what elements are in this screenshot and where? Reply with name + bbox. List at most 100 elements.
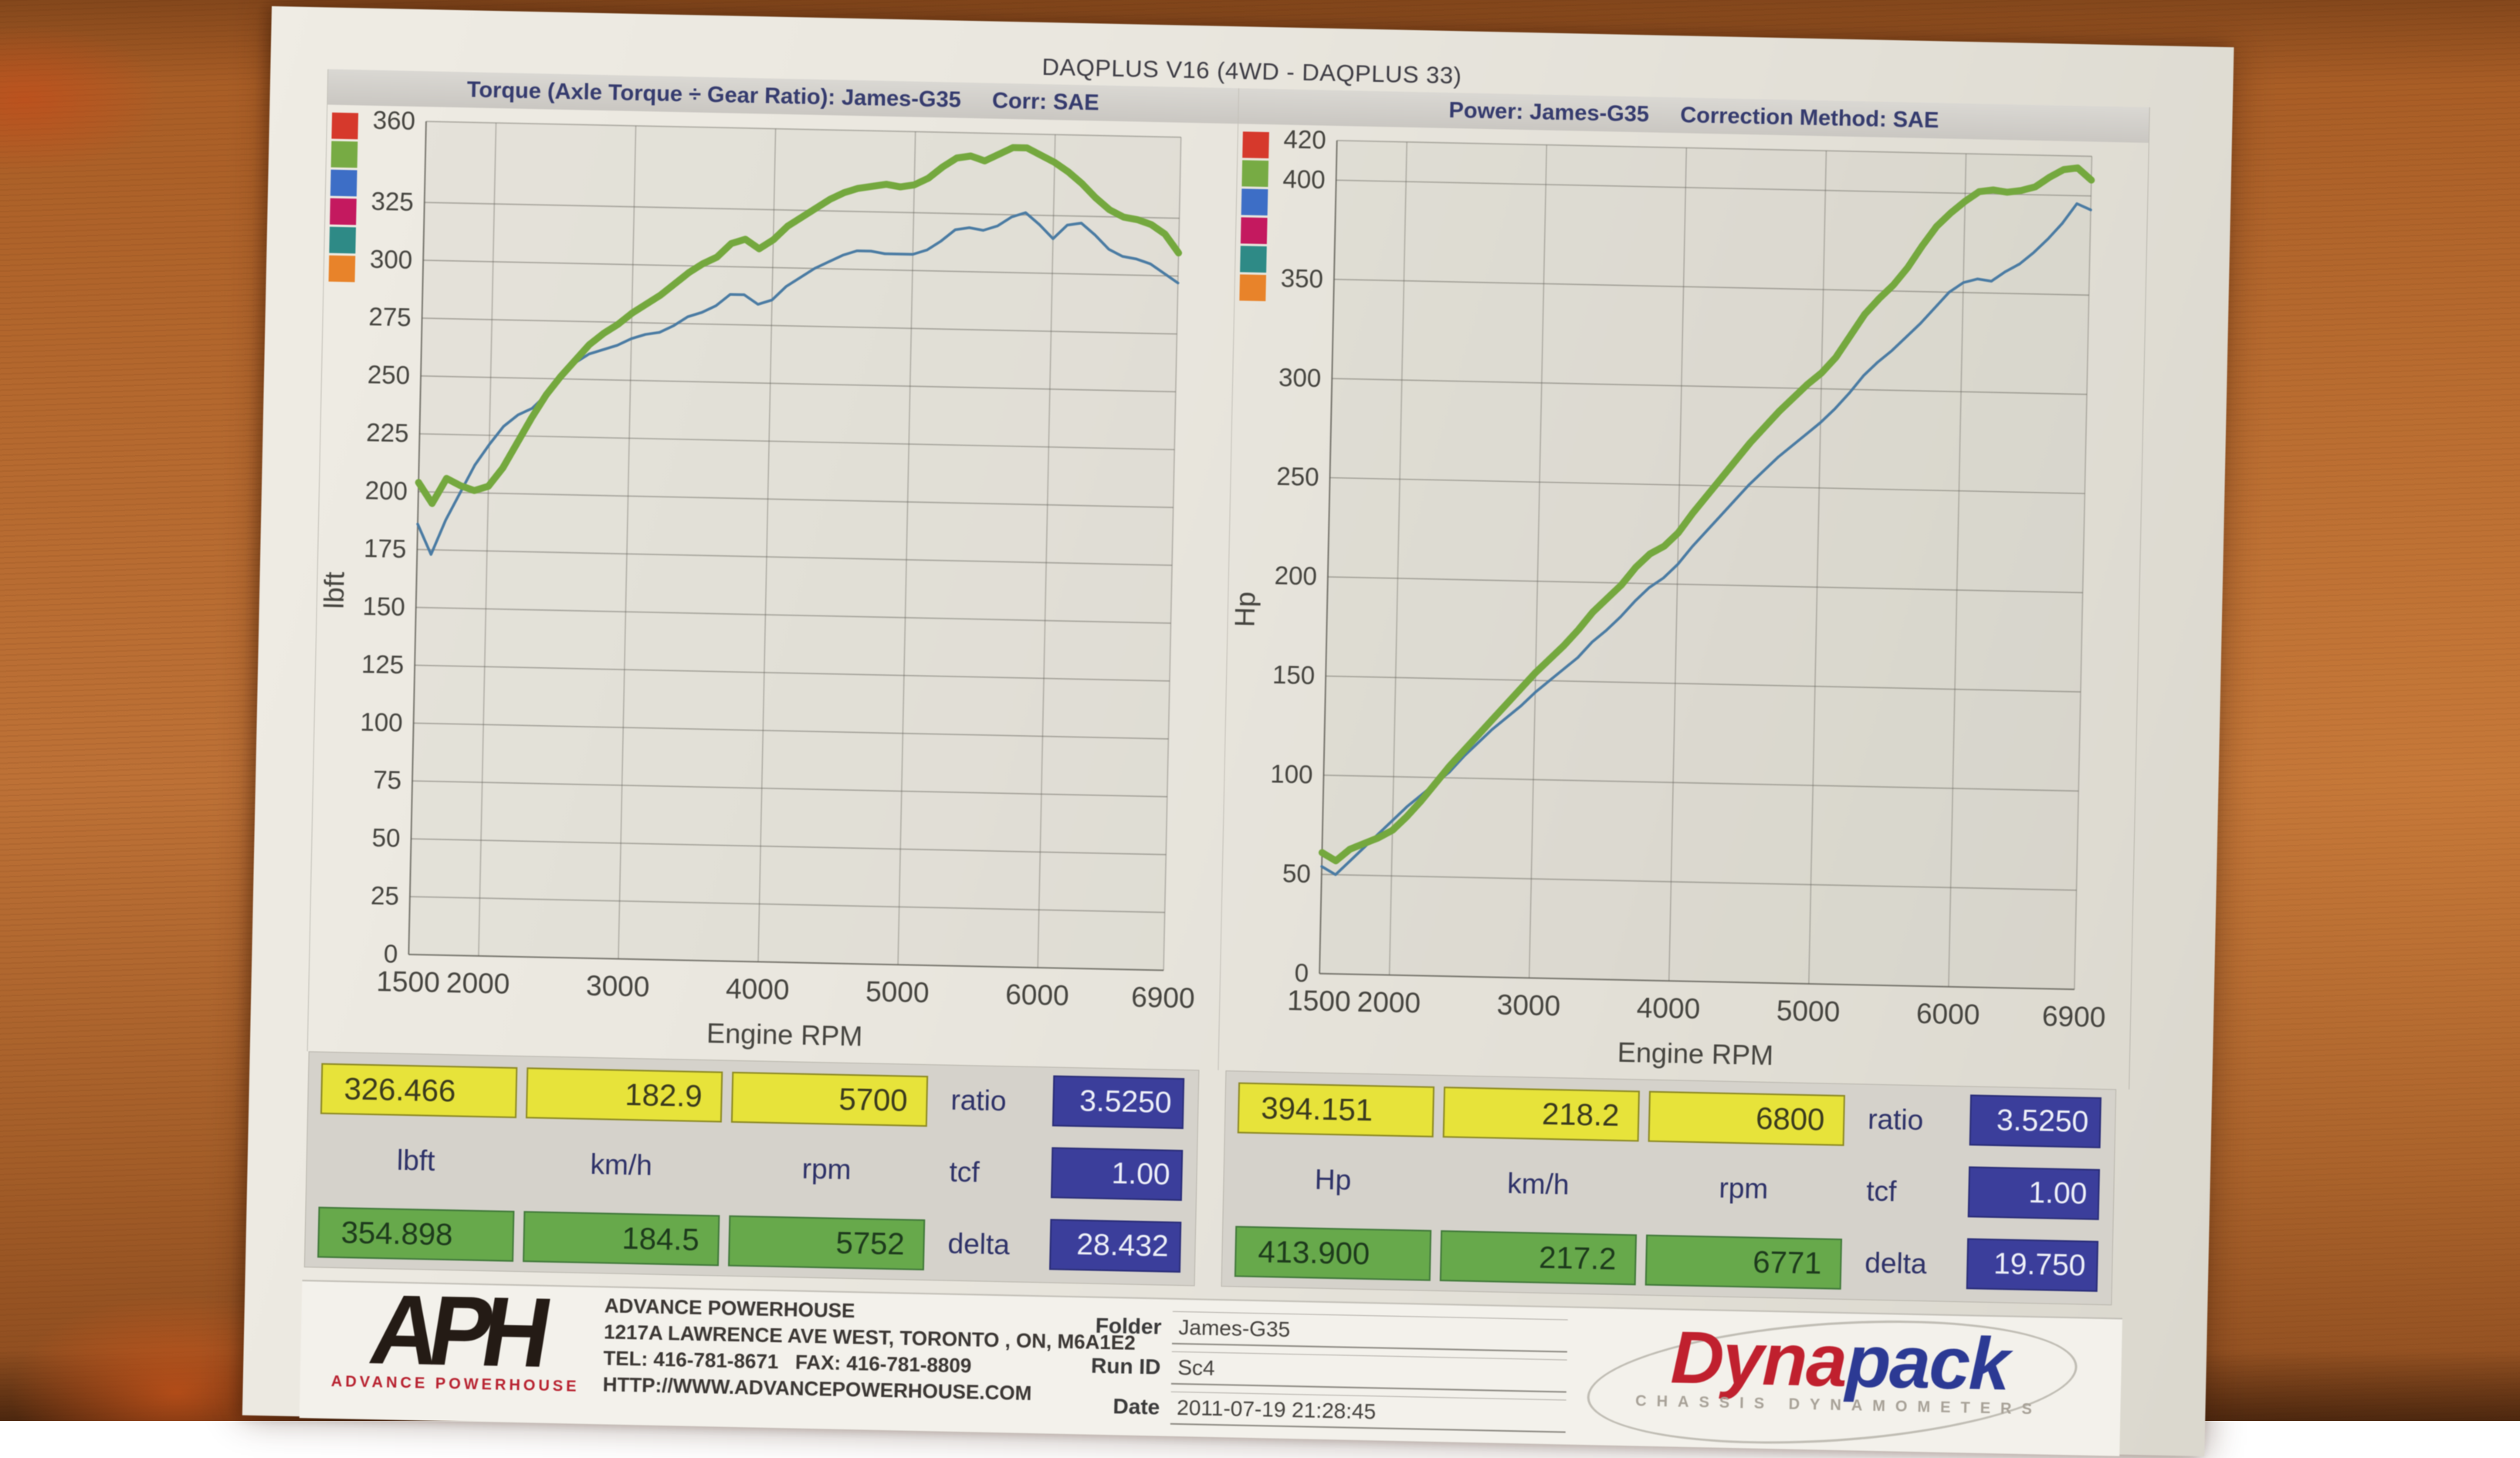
x-tick-label: 6900	[2042, 1000, 2106, 1033]
torque-run2-speed: 184.5	[523, 1211, 720, 1266]
legend-swatch	[1240, 217, 1268, 245]
v-gridline	[1808, 151, 1827, 984]
h-gridline	[415, 606, 1171, 624]
dyno-sheet: DAQPLUS V16 (4WD - DAQPLUS 33) Torque (A…	[242, 6, 2234, 1456]
ratio-value: 3.5250	[1969, 1094, 2102, 1148]
power-unit-label: Hp	[1314, 1163, 1352, 1196]
delta-value: 19.750	[1966, 1238, 2099, 1292]
torque-results-table: 326.466 182.9 5700 lbft km/h rpm 354.898…	[303, 1051, 1200, 1287]
h-gridline	[1336, 179, 2092, 197]
x-tick-label: 6000	[1916, 998, 1980, 1031]
y-tick-label: 420	[1283, 124, 1326, 154]
y-tick-label: 0	[384, 939, 398, 968]
h-gridline	[412, 780, 1167, 798]
y-tick-label: 250	[368, 360, 411, 389]
y-tick-label: 300	[1279, 363, 1322, 392]
speed-unit-label: km/h	[1506, 1167, 1570, 1201]
delta-label: delta	[1864, 1246, 1928, 1280]
x-axis	[1319, 972, 2075, 991]
power-chart-legend	[1239, 131, 1269, 302]
v-gridline	[897, 131, 916, 965]
h-gridline	[420, 375, 1176, 393]
h-gridline	[1336, 140, 2092, 158]
y-axis-title: lbft	[318, 571, 351, 609]
x-axis-title: Engine RPM	[1617, 1036, 1774, 1071]
ratio-label: ratio	[950, 1083, 1007, 1117]
h-gridline	[1333, 278, 2089, 297]
y-tick-label: 200	[364, 476, 408, 505]
y-tick-label: 75	[373, 765, 401, 795]
y-axis	[408, 121, 427, 955]
plot-background	[408, 121, 1181, 971]
v-gridline	[478, 123, 497, 956]
x-tick-label: 2000	[1357, 986, 1421, 1019]
power-chart-panel: Power: James-G35 Correction Method: SAE …	[1218, 88, 2149, 1090]
run-info-form: Folder James-G35 Run ID Sc4 Date 2011-07…	[1073, 1305, 1568, 1436]
legend-swatch	[1239, 274, 1266, 302]
rpm-unit-label: rpm	[1719, 1171, 1769, 1205]
y-tick-label: 200	[1274, 561, 1317, 591]
v-gridline	[1528, 144, 1548, 978]
aph-logo: APH ADVANCE POWERHOUSE	[327, 1280, 584, 1396]
h-gridline	[424, 202, 1180, 219]
tcf-value: 1.00	[1967, 1166, 2100, 1220]
run-id-label: Run ID	[1090, 1353, 1161, 1379]
power-run2-speed: 217.2	[1439, 1230, 1638, 1286]
torque-unit-label: lbft	[396, 1144, 435, 1177]
footer: APH ADVANCE POWERHOUSE ADVANCE POWERHOUS…	[299, 1280, 2122, 1456]
h-gridline	[1329, 476, 2085, 494]
y-tick-label: 175	[364, 534, 407, 563]
power-run2-peak: 413.900	[1234, 1226, 1432, 1281]
h-gridline	[409, 896, 1165, 914]
power-results-table: 394.151 218.2 6800 Hp km/h rpm 413.900 2…	[1221, 1070, 2117, 1306]
y-tick-label: 125	[361, 649, 405, 679]
ratio-value: 3.5250	[1052, 1075, 1185, 1130]
x-tick-label: 6000	[1005, 978, 1069, 1012]
results-area: 326.466 182.9 5700 lbft km/h rpm 354.898…	[303, 1051, 2117, 1306]
y-tick-label: 325	[371, 187, 414, 216]
legend-swatch	[330, 198, 357, 225]
y-axis	[1319, 140, 1338, 974]
legend-swatch	[330, 169, 357, 197]
run-id-field: Sc4	[1170, 1351, 1567, 1393]
rpm-unit-label: rpm	[801, 1152, 852, 1186]
y-tick-label: 400	[1282, 164, 1326, 194]
x-tick-label: 1500	[376, 965, 440, 999]
torque-run1-rpm: 5700	[730, 1071, 929, 1127]
torque-run1-speed: 182.9	[525, 1067, 723, 1123]
power-run2-rpm: 6771	[1644, 1234, 1843, 1290]
y-tick-label: 50	[371, 823, 400, 853]
h-gridline	[411, 838, 1167, 856]
folder-field: James-G35	[1171, 1311, 1568, 1353]
h-gridline	[1332, 378, 2088, 395]
h-gridline	[1326, 675, 2081, 693]
x-tick-label: 3000	[586, 970, 650, 1003]
y-tick-label: 100	[1270, 759, 1313, 788]
shop-contact-info: ADVANCE POWERHOUSE 1217A LAWRENCE AVE WE…	[602, 1292, 1136, 1408]
h-gridline	[415, 664, 1170, 682]
plot-background	[1319, 140, 2092, 990]
legend-swatch	[328, 255, 356, 283]
x-tick-label: 4000	[726, 973, 790, 1006]
current-run-power-curve	[1318, 164, 2095, 865]
y-tick-label: 0	[1294, 958, 1309, 987]
y-tick-label: 300	[370, 245, 413, 274]
legend-swatch	[1242, 131, 1269, 159]
torque-run2-rpm: 5752	[727, 1215, 926, 1271]
torque-chart-legend	[328, 112, 359, 283]
speed-unit-label: km/h	[590, 1148, 653, 1182]
y-tick-label: 150	[362, 592, 405, 621]
x-axis	[408, 953, 1164, 971]
x-tick-label: 5000	[1776, 995, 1840, 1028]
y-tick-label: 25	[371, 881, 399, 910]
v-gridline	[1948, 153, 1967, 987]
legend-swatch	[1241, 160, 1269, 188]
v-gridline	[1388, 141, 1407, 975]
dynapack-word-red: Dyna	[1669, 1316, 1847, 1403]
h-gridline	[1321, 873, 2077, 891]
tcf-value: 1.00	[1050, 1147, 1184, 1202]
h-gridline	[425, 120, 1181, 138]
v-gridline	[757, 128, 777, 962]
y-tick-label: 275	[368, 302, 412, 331]
